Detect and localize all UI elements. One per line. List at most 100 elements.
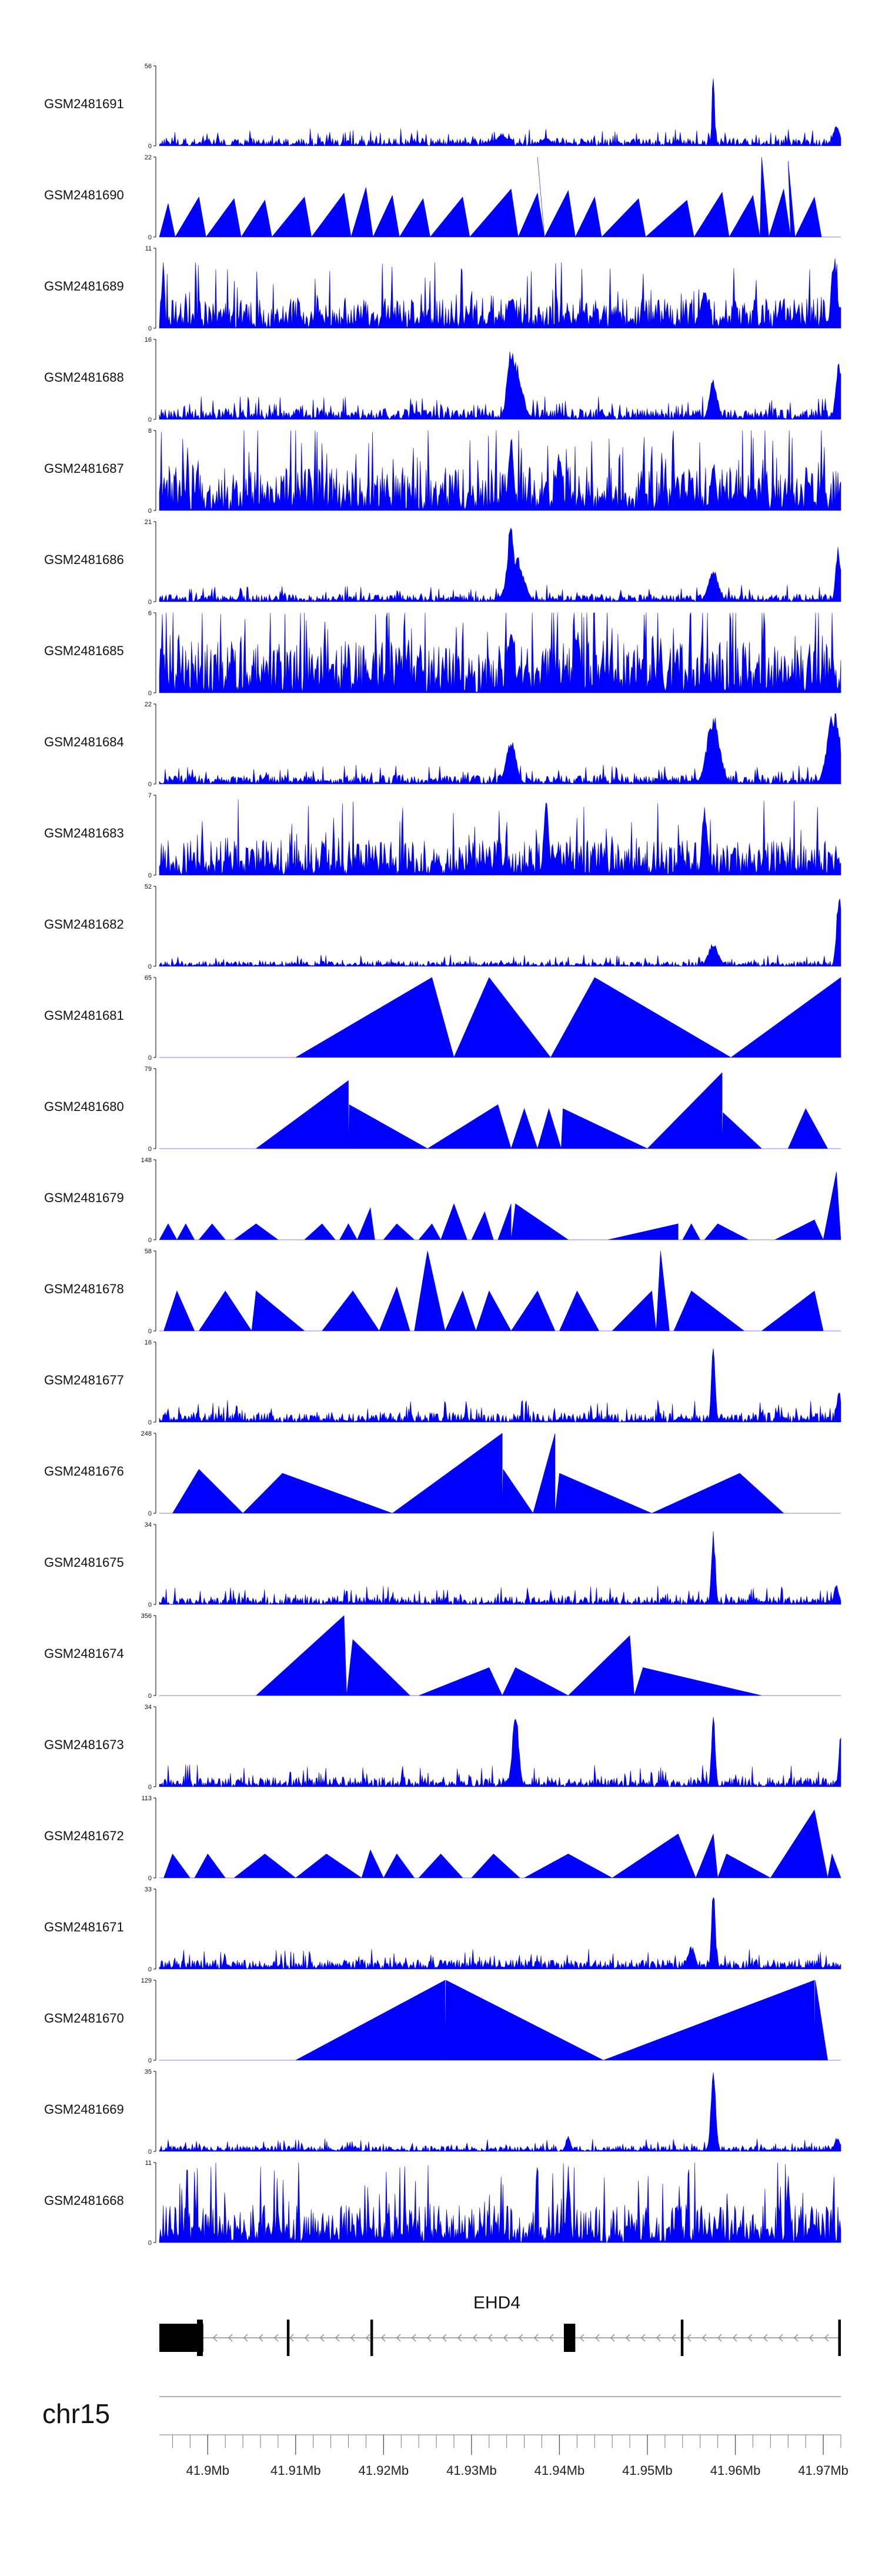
strand-chevron [702, 2334, 707, 2342]
genome-axis: chr15 41.9Mb 41.91Mb 41.92Mb 41.93Mb 41.94Mb… [42, 2396, 848, 2478]
track-ymax-label: 148 [141, 1157, 152, 1164]
track-label: GSM2481668 [44, 2193, 124, 2208]
gene-exon-cds [197, 2320, 203, 2356]
track-label: GSM2481680 [44, 1099, 124, 1114]
strand-chevron [213, 2334, 218, 2342]
gene-track: EHD4 [159, 2293, 841, 2356]
track-ymax-label: 22 [145, 701, 152, 708]
track-yzero-label: 0 [148, 1784, 152, 1791]
track-label: GSM2481683 [44, 826, 124, 840]
track-label: GSM2481676 [44, 1464, 124, 1479]
strand-chevron [366, 2334, 370, 2342]
track-GSM2481682: GSM2481682 52 0 [44, 883, 841, 970]
track-yzero-label: 0 [148, 416, 152, 423]
track-label: GSM2481684 [44, 735, 124, 749]
track-signal-area [159, 1531, 841, 1606]
track-signal-area [159, 156, 841, 238]
track-ymax-label: 35 [145, 2068, 152, 2076]
track-ymax-label: 11 [145, 245, 152, 252]
track-label: GSM2481678 [44, 1282, 124, 1296]
track-signal-area [159, 78, 841, 146]
track-label: GSM2481669 [44, 2102, 124, 2117]
track-signal-area [159, 713, 841, 785]
track-signal-area [159, 528, 841, 603]
track-label: GSM2481689 [44, 279, 124, 293]
track-signal-area [159, 1980, 841, 2061]
strand-chevron [763, 2334, 768, 2342]
track-GSM2481671: GSM2481671 33 0 [44, 1886, 841, 1973]
axis-tick-label: 41.93Mb [446, 2463, 497, 2478]
strand-chevron [442, 2334, 447, 2342]
track-ymax-label: 34 [145, 1704, 152, 1711]
track-yzero-label: 0 [148, 1510, 152, 1517]
strand-chevron [656, 2334, 661, 2342]
track-GSM2481673: GSM2481673 34 0 [44, 1704, 841, 1791]
track-ymax-label: 56 [145, 63, 152, 70]
strand-chevron [427, 2334, 432, 2342]
track-label: GSM2481679 [44, 1190, 124, 1205]
track-yzero-label: 0 [148, 1237, 152, 1244]
track-signal-area [159, 1897, 841, 1970]
track-GSM2481678: GSM2481678 58 0 [44, 1248, 841, 1335]
track-yzero-label: 0 [148, 1328, 152, 1335]
gene-exon [286, 2320, 290, 2356]
track-GSM2481691: GSM2481691 56 0 [44, 63, 841, 150]
track-ymax-label: 34 [145, 1521, 152, 1529]
track-ymax-label: 248 [141, 1430, 152, 1437]
track-yzero-label: 0 [148, 143, 152, 150]
track-label: GSM2481681 [44, 1008, 124, 1023]
track-ymax-label: 52 [145, 883, 152, 890]
strand-chevron [779, 2334, 783, 2342]
track-GSM2481689: GSM2481689 11 0 [44, 245, 841, 332]
strand-chevron [274, 2334, 279, 2342]
track-signal-area [159, 2162, 841, 2243]
track-signal-area [159, 1172, 841, 1240]
strand-chevron [473, 2334, 477, 2342]
track-GSM2481680: GSM2481680 79 0 [44, 1066, 841, 1153]
track-GSM2481679: GSM2481679 148 0 [44, 1157, 841, 1244]
track-label: GSM2481674 [44, 1646, 124, 1661]
track-yzero-label: 0 [148, 1146, 152, 1153]
track-ymax-label: 356 [141, 1613, 152, 1620]
track-GSM2481672: GSM2481672 113 0 [44, 1795, 841, 1882]
track-yzero-label: 0 [148, 2057, 152, 2064]
strand-chevron [610, 2334, 615, 2342]
strand-chevron [534, 2334, 539, 2342]
track-GSM2481686: GSM2481686 21 0 [44, 519, 841, 606]
strand-chevron [488, 2334, 493, 2342]
track-yzero-label: 0 [148, 234, 152, 241]
track-yzero-label: 0 [148, 1875, 152, 1882]
track-GSM2481677: GSM2481677 16 0 [44, 1339, 841, 1426]
track-ymax-label: 33 [145, 1886, 152, 1893]
tracks-layer: GSM2481691560GSM2481690220GSM2481689110G… [44, 63, 841, 2247]
track-yzero-label: 0 [148, 963, 152, 970]
track-yzero-label: 0 [148, 1693, 152, 1700]
axis-tick-label: 41.97Mb [798, 2463, 848, 2478]
gene-exon [370, 2320, 373, 2356]
strand-chevron [549, 2334, 554, 2342]
strand-chevron [320, 2334, 325, 2342]
track-GSM2481687: GSM2481687 8 0 [44, 428, 841, 515]
track-signal-area [159, 258, 841, 329]
track-yzero-label: 0 [148, 2148, 152, 2155]
strand-chevron [824, 2334, 829, 2342]
track-label: GSM2481671 [44, 1920, 124, 1934]
gene-name-label: EHD4 [473, 2293, 520, 2313]
track-signal-area [159, 2072, 841, 2152]
strand-chevron [396, 2334, 401, 2342]
strand-chevron [519, 2334, 523, 2342]
track-GSM2481684: GSM2481684 22 0 [44, 701, 841, 788]
track-GSM2481681: GSM2481681 65 0 [44, 975, 841, 1062]
track-GSM2481676: GSM2481676 248 0 [44, 1430, 841, 1517]
axis-tick-label: 41.96Mb [710, 2463, 761, 2478]
track-signal-area [159, 1717, 841, 1788]
strand-chevron [305, 2334, 309, 2342]
strand-chevron [580, 2334, 584, 2342]
track-GSM2481668: GSM2481668 11 0 [44, 2160, 841, 2247]
strand-chevron [733, 2334, 737, 2342]
track-GSM2481675: GSM2481675 34 0 [44, 1521, 841, 1609]
gene-exon [680, 2320, 684, 2356]
track-ymax-label: 6 [148, 610, 152, 617]
track-GSM2481669: GSM2481669 35 0 [44, 2068, 841, 2155]
